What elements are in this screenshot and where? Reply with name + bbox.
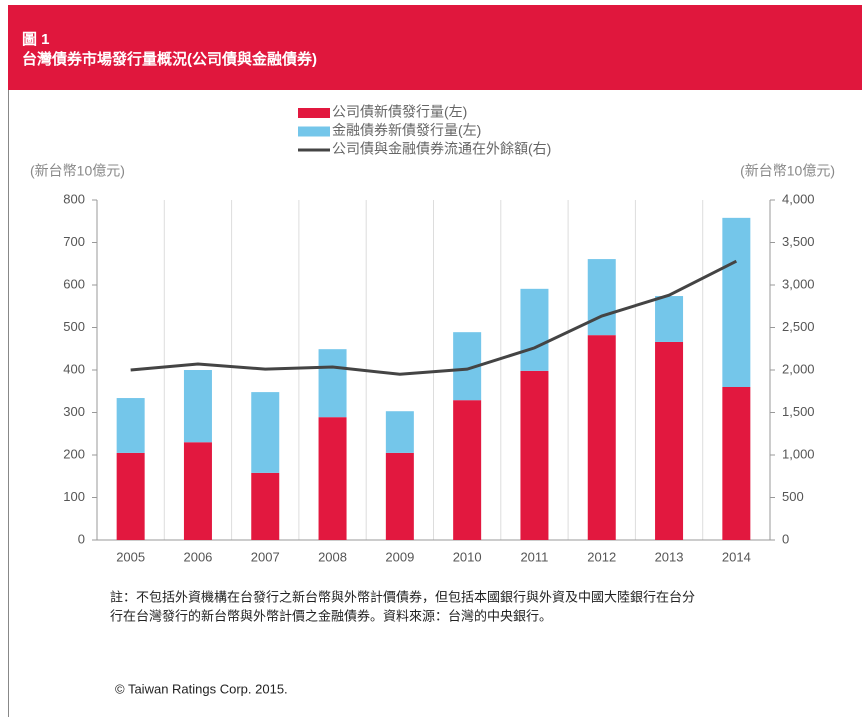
x-tick-label: 2009 — [385, 549, 414, 564]
x-tick-label: 2008 — [318, 549, 347, 564]
chart-title: 台灣債券市場發行量概況(公司債與金融債券) — [22, 50, 317, 68]
y2-tick-label: 1,000 — [782, 446, 815, 461]
bar — [183, 442, 212, 540]
x-tick-label: 2011 — [520, 549, 548, 564]
legend-label: 公司債新債發行量(左) — [332, 104, 467, 120]
bar — [520, 288, 549, 371]
y2-tick-label: 0 — [782, 531, 789, 546]
y2-tick-label: 3,000 — [782, 276, 815, 291]
bar — [520, 370, 549, 540]
bar — [587, 335, 616, 540]
bar — [116, 452, 145, 540]
bar — [183, 370, 212, 443]
bar — [655, 341, 684, 540]
bar — [722, 387, 751, 540]
y2-tick-label: 2,000 — [782, 361, 815, 376]
y-tick-label: 0 — [78, 531, 85, 546]
bar — [318, 417, 347, 540]
bar — [116, 398, 145, 453]
legend-label: 金融債券新債發行量(左) — [332, 122, 481, 138]
bar — [453, 400, 482, 540]
bar — [655, 296, 684, 342]
note-line: 行在台灣發行的新台幣與外幣計價之金融債券。資料來源：台灣的中央銀行。 — [110, 608, 552, 623]
x-tick-label: 2006 — [183, 549, 212, 564]
y2-tick-label: 2,500 — [782, 319, 815, 334]
x-tick-label: 2014 — [722, 549, 751, 564]
y-tick-label: 200 — [63, 446, 85, 461]
line-series — [130, 259, 738, 376]
bar — [587, 259, 616, 336]
y-tick-label: 600 — [63, 276, 85, 291]
x-tick-label: 2010 — [453, 549, 482, 564]
bar — [251, 392, 280, 473]
y2-axis-label: (新台幣10億元) — [740, 163, 835, 179]
y-axis-label: (新台幣10億元) — [30, 163, 125, 179]
y2-tick-label: 4,000 — [782, 191, 815, 206]
header-band — [8, 5, 862, 90]
bar — [385, 452, 414, 540]
legend-label: 公司債與金融債券流通在外餘額(右) — [332, 141, 551, 157]
bar — [318, 349, 347, 418]
x-tick-label: 2007 — [251, 549, 280, 564]
copyright: © Taiwan Ratings Corp. 2015. — [115, 681, 288, 696]
legend-swatch — [298, 108, 330, 118]
y2-tick-label: 1,500 — [782, 404, 815, 419]
x-tick-label: 2012 — [587, 549, 616, 564]
y-tick-label: 700 — [63, 234, 85, 249]
legend-swatch — [298, 126, 330, 137]
x-tick-label: 2005 — [116, 549, 145, 564]
y-tick-label: 500 — [63, 319, 85, 334]
y-tick-label: 400 — [63, 361, 85, 376]
note-line: 註：不包括外資機構在台發行之新台幣與外幣計價債券，但包括本國銀行與外資及中國大陸… — [110, 589, 695, 604]
y-tick-label: 300 — [63, 404, 85, 419]
y-tick-label: 100 — [63, 489, 85, 504]
y-tick-label: 800 — [63, 191, 85, 206]
x-tick-label: 2013 — [655, 549, 684, 564]
figure-label: 圖 1 — [22, 30, 50, 48]
bar — [251, 472, 280, 540]
bar — [722, 217, 751, 387]
bar — [385, 411, 414, 453]
y2-tick-label: 3,500 — [782, 234, 815, 249]
y2-tick-label: 500 — [782, 489, 804, 504]
